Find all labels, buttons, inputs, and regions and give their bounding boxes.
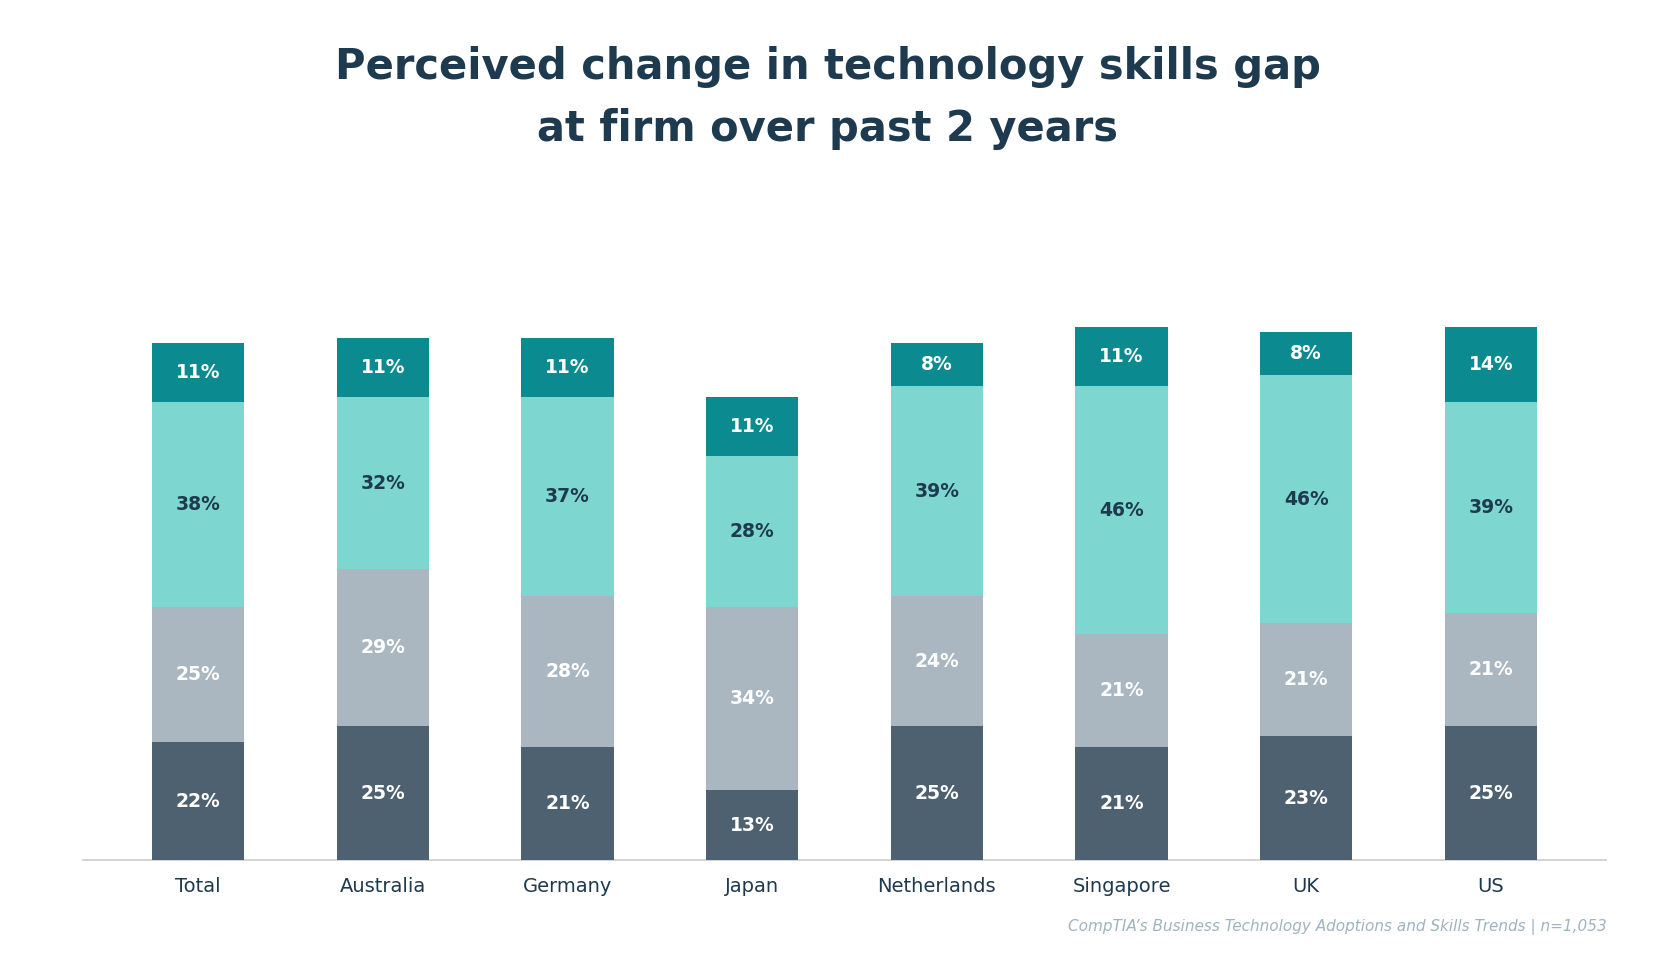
Bar — [705, 791, 798, 860]
Bar — [152, 742, 245, 860]
Text: 39%: 39% — [914, 482, 958, 501]
Bar — [890, 726, 983, 860]
Bar — [890, 597, 983, 726]
Text: 23%: 23% — [1283, 789, 1327, 808]
Bar — [890, 386, 983, 597]
Text: 8%: 8% — [1289, 344, 1321, 363]
Text: 28%: 28% — [544, 663, 589, 682]
Text: 25%: 25% — [914, 784, 958, 802]
Bar — [152, 402, 245, 607]
Text: 13%: 13% — [730, 815, 775, 835]
Bar — [152, 343, 245, 402]
Bar — [336, 726, 429, 860]
Bar — [1259, 333, 1352, 376]
Bar — [1259, 376, 1352, 623]
Text: 29%: 29% — [361, 638, 405, 657]
Text: 11%: 11% — [730, 417, 775, 436]
Text: 34%: 34% — [730, 689, 775, 708]
Text: 37%: 37% — [544, 488, 589, 506]
Bar — [1074, 634, 1167, 748]
Bar — [1259, 623, 1352, 736]
Bar — [521, 337, 614, 397]
Text: 28%: 28% — [730, 522, 775, 541]
Bar — [521, 597, 614, 748]
Bar — [521, 397, 614, 597]
Text: 11%: 11% — [175, 363, 220, 382]
Text: 21%: 21% — [544, 794, 589, 814]
Bar — [705, 456, 798, 607]
Bar — [1074, 386, 1167, 634]
Text: 38%: 38% — [175, 495, 220, 514]
Bar — [1443, 327, 1536, 402]
Bar — [336, 397, 429, 570]
Text: CompTIA’s Business Technology Adoptions and Skills Trends | n=1,053: CompTIA’s Business Technology Adoptions … — [1067, 919, 1605, 935]
Text: 46%: 46% — [1099, 501, 1144, 520]
Text: 14%: 14% — [1468, 356, 1513, 374]
Text: 11%: 11% — [361, 358, 405, 377]
Text: 21%: 21% — [1099, 682, 1144, 700]
Bar — [521, 748, 614, 860]
Bar — [1443, 726, 1536, 860]
Bar — [1259, 736, 1352, 860]
Text: Perceived change in technology skills gap: Perceived change in technology skills ga… — [334, 46, 1321, 88]
Text: 22%: 22% — [175, 792, 220, 811]
Text: 25%: 25% — [361, 784, 405, 802]
Text: 25%: 25% — [175, 665, 220, 684]
Bar — [1443, 402, 1536, 613]
Text: 24%: 24% — [914, 652, 958, 670]
Text: 21%: 21% — [1283, 670, 1327, 689]
Bar — [336, 337, 429, 397]
Text: at firm over past 2 years: at firm over past 2 years — [538, 108, 1117, 150]
Text: 39%: 39% — [1468, 498, 1513, 517]
Text: 25%: 25% — [1468, 784, 1513, 802]
Bar — [890, 343, 983, 386]
Text: 11%: 11% — [544, 358, 589, 377]
Text: 11%: 11% — [1099, 347, 1144, 366]
Bar — [1074, 748, 1167, 860]
Bar — [705, 397, 798, 456]
Bar — [1074, 327, 1167, 386]
Text: 8%: 8% — [920, 356, 952, 374]
Text: 32%: 32% — [361, 474, 405, 492]
Bar — [336, 570, 429, 726]
Bar — [152, 607, 245, 742]
Bar — [1443, 613, 1536, 726]
Text: 21%: 21% — [1099, 794, 1144, 814]
Bar — [705, 607, 798, 791]
Legend: Shrinking (net), No change, Growing moderately, Growing significantly: Shrinking (net), No change, Growing mode… — [432, 0, 1256, 1]
Text: 46%: 46% — [1283, 489, 1327, 509]
Text: 21%: 21% — [1468, 660, 1513, 679]
